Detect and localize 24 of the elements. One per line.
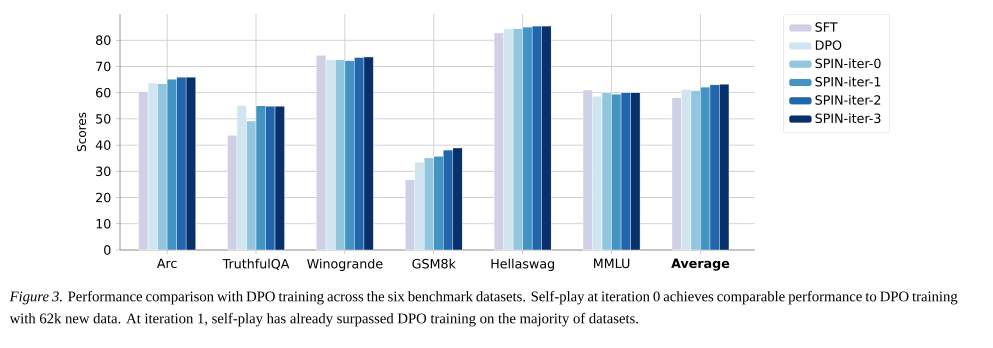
x-tick-label: Hellaswag (491, 258, 554, 271)
y-tick-label: 30 (96, 166, 110, 176)
y-tick-label: 10 (96, 218, 110, 229)
legend-label: SPIN-iter-1 (815, 76, 880, 87)
legend-label: SPIN-iter-3 (815, 113, 880, 124)
x-tick-label: MMLU (594, 258, 630, 268)
legend-label: DPO (816, 40, 842, 50)
y-tick-label: 0 (104, 245, 110, 255)
y-tick-label: 20 (96, 192, 110, 202)
x-tick-label: TruthfulQA (222, 258, 290, 270)
y-tick-label: 50 (96, 114, 110, 124)
y-axis-title: Scores (76, 112, 86, 152)
legend-label: SPIN-iter-0 (815, 58, 881, 68)
x-tick-label: Winogrande (307, 258, 382, 271)
text: Figure 3. Performance comparison with DPO training across the six benchmark datasets. Self-play at iteration 0 achieves comparable performance to DPO training with 62k new data. At iteration 1, self-play has already surpassed DPO training on the majority of datasets. (10, 290, 958, 326)
legend-label: SPIN-iter-2 (815, 94, 880, 105)
x-tick-label: Arc (156, 258, 177, 268)
legend-label: SFT (815, 22, 838, 32)
x-tick-label: GSM8k (412, 258, 456, 269)
y-tick-label: 60 (96, 88, 110, 98)
y-tick-label: 70 (96, 62, 110, 72)
y-tick-label: 80 (96, 35, 110, 46)
y-tick-label: 40 (96, 140, 110, 150)
x-tick-label: Average (671, 258, 730, 271)
